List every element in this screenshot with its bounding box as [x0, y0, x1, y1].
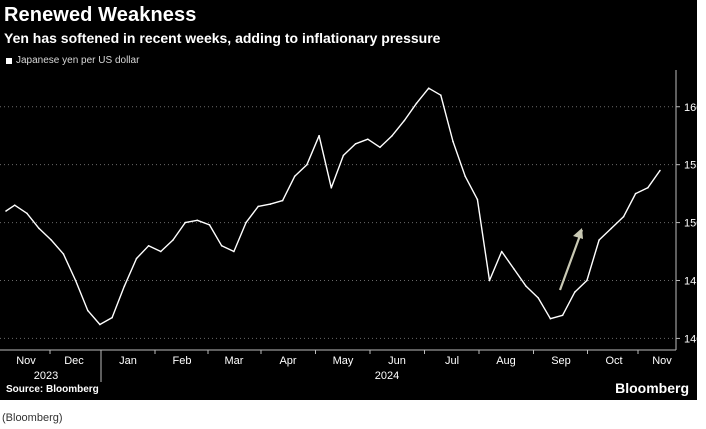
data-point	[160, 250, 162, 253]
x-tick-label: Jul	[445, 355, 459, 367]
year-label: 2024	[375, 370, 399, 382]
x-tick-label: Jan	[119, 355, 137, 367]
x-tick-label: Feb	[173, 355, 192, 367]
data-point	[647, 187, 649, 189]
annotation-arrow-shaft	[558, 229, 584, 291]
data-point	[62, 253, 65, 255]
data-point	[342, 154, 345, 157]
data-point	[50, 239, 52, 241]
annotation-layer	[558, 228, 584, 291]
data-point	[38, 227, 40, 230]
y-tick-label: 150	[684, 218, 697, 230]
data-point	[367, 138, 369, 140]
data-point	[233, 250, 235, 253]
x-tick-label: Oct	[605, 355, 622, 367]
data-point	[74, 279, 77, 282]
data-point	[208, 224, 211, 226]
data-point	[610, 227, 613, 230]
data-point	[379, 146, 381, 149]
line-layer	[5, 87, 661, 326]
data-point	[135, 257, 138, 260]
data-point	[5, 210, 7, 212]
data-point	[598, 239, 600, 241]
chart-frame: Renewed Weakness Yen has softened in rec…	[0, 0, 697, 400]
data-point	[500, 250, 503, 253]
data-point	[293, 175, 296, 178]
data-point	[184, 221, 186, 224]
image-caption: (Bloomberg)	[2, 412, 63, 424]
data-point	[306, 163, 308, 166]
bloomberg-logo: Bloomberg	[615, 380, 689, 396]
grid-layer	[0, 106, 676, 339]
legend-swatch	[6, 57, 12, 64]
data-point	[634, 192, 637, 195]
data-point	[464, 175, 467, 178]
data-point	[281, 199, 284, 202]
data-point	[622, 216, 625, 218]
data-point	[245, 221, 247, 224]
data-point	[99, 323, 101, 326]
data-point	[123, 285, 126, 288]
chart-plot: 140 145 150 155 160 Nov Dec Jan Feb Mar Apr May Jun J…	[0, 70, 697, 382]
legend-label: Japanese yen per US dollar	[16, 55, 140, 66]
data-point	[147, 245, 150, 247]
data-point	[513, 268, 515, 270]
data-point	[13, 204, 16, 206]
data-point	[537, 297, 539, 299]
data-point	[87, 309, 89, 312]
data-point	[111, 316, 113, 319]
data-point	[525, 285, 527, 288]
x-tick-label: Nov	[16, 355, 36, 367]
data-point	[26, 212, 28, 215]
data-point	[549, 317, 552, 320]
data-point	[391, 134, 393, 137]
x-tick-label: Dec	[64, 355, 84, 367]
data-point	[427, 87, 430, 89]
data-point	[586, 279, 588, 282]
data-point	[415, 102, 418, 105]
data-point	[269, 203, 272, 205]
x-tick-label: Aug	[496, 355, 516, 367]
data-point	[330, 187, 333, 189]
source-note: Source: Bloomberg	[6, 384, 99, 395]
y-tick-label: 140	[684, 333, 697, 345]
data-point	[476, 198, 479, 201]
chart-title: Renewed Weakness	[4, 4, 197, 26]
data-point	[574, 291, 576, 293]
x-tick-label: Nov	[652, 355, 672, 367]
year-label: 2023	[34, 370, 58, 382]
x-tick-label: Apr	[279, 355, 296, 367]
data-point	[257, 205, 260, 208]
data-point	[488, 279, 491, 282]
annotation-arrow-head	[573, 228, 583, 239]
x-tick-label: May	[333, 355, 354, 367]
data-point	[440, 94, 442, 96]
data-point	[354, 143, 357, 145]
y-tick-label: 160	[684, 102, 697, 114]
x-tick-label: Sep	[551, 355, 571, 367]
chart-subtitle: Yen has softened in recent weeks, adding…	[4, 30, 441, 46]
x-tick-label: Jun	[388, 355, 406, 367]
data-point	[452, 140, 454, 143]
legend: Japanese yen per US dollar	[6, 55, 139, 66]
data-point	[172, 239, 174, 241]
axis-layer: 140 145 150 155 160 Nov Dec Jan Feb Mar Apr May Jun J…	[0, 70, 697, 382]
data-point	[220, 245, 223, 247]
data-point	[403, 119, 406, 122]
y-tick-label: 145	[684, 276, 697, 288]
data-point	[318, 134, 320, 137]
y-tick-label: 155	[684, 160, 697, 172]
yen-series-line	[5, 87, 661, 326]
data-point	[561, 314, 564, 317]
data-point	[659, 169, 661, 172]
x-tick-label: Mar	[225, 355, 244, 367]
data-point	[196, 219, 199, 222]
